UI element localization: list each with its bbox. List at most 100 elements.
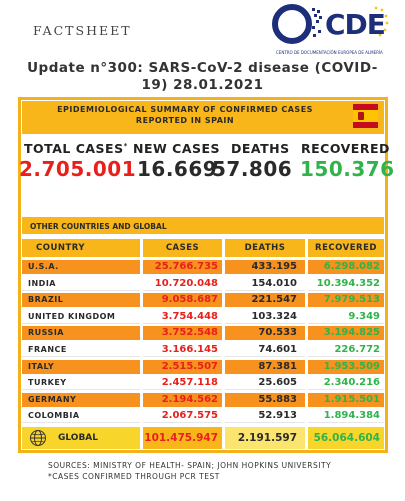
deaths-cell: 154.010 [251, 277, 297, 289]
row-background [225, 343, 305, 357]
country-cell: COLOMBIA [28, 411, 80, 421]
header-deaths: DEATHS [225, 239, 305, 257]
row-background [22, 376, 140, 391]
row-background [22, 359, 140, 374]
row-background [308, 409, 384, 424]
global-cases-cell [143, 427, 222, 449]
total-cases-label: TOTAL CASES* [24, 141, 128, 156]
table-row: UNITED KINGDOM 3.754.448 103.324 9.349 [22, 309, 384, 326]
row-background [22, 409, 140, 424]
row-background [22, 260, 140, 274]
header-cases: CASES [143, 239, 222, 257]
row-background [143, 326, 222, 341]
row-background [143, 359, 222, 374]
country-cell: GERMANY [28, 394, 77, 404]
total-cases-footnote-mark: * [123, 141, 128, 150]
row-background [143, 376, 222, 391]
row-background [22, 276, 140, 291]
factsheet-label: FACTSHEET [33, 23, 132, 38]
row-background [143, 276, 222, 291]
globe-icon [30, 430, 46, 446]
sources-text: SOURCES: MINISTRY OF HEALTH- SPAIN; JOHN… [48, 461, 332, 470]
row-background [225, 276, 305, 291]
spain-summary-title: EPIDEMIOLOGICAL SUMMARY OF CONFIRMED CAS… [57, 105, 313, 125]
recovered-cell: 3.194.825 [323, 327, 380, 339]
deaths-cell: 25.605 [258, 377, 297, 389]
row-background [143, 309, 222, 324]
header-recovered: RECOVERED [308, 239, 384, 257]
recovered-cell: 2.340.216 [323, 377, 380, 389]
row-background [225, 326, 305, 341]
row-background [308, 260, 384, 274]
header-country: COUNTRY [22, 239, 140, 257]
recovered-cell: 9.349 [348, 310, 380, 322]
country-cell: INDIA [28, 278, 56, 288]
row-background [308, 309, 384, 324]
pcr-note: *CASES CONFIRMED THROUGH PCR TEST [48, 472, 220, 481]
cases-cell: 3.754.448 [161, 310, 218, 322]
table-row: GERMANY 2.194.562 55.883 1.915.501 [22, 392, 384, 409]
country-cell: ITALY [28, 361, 55, 371]
recovered-cell: 1.915.501 [323, 393, 380, 405]
table-row: RUSSIA 3.752.548 70.533 3.194.825 [22, 326, 384, 342]
deaths-cell: 87.381 [258, 360, 297, 372]
cases-cell: 2.067.575 [161, 410, 218, 422]
table-row: TURKEY 2.457.118 25.605 2.340.216 [22, 376, 384, 392]
spain-summary-banner [22, 101, 384, 134]
table-row: FRANCE 3.166.145 74.601 226.772 [22, 343, 384, 359]
row-background [308, 359, 384, 374]
row-background [22, 343, 140, 357]
table-header: COUNTRY CASES DEATHS RECOVERED [22, 239, 384, 257]
row-background [308, 392, 384, 407]
table-row: U.S.A. 25.766.735 433.195 6.298.082 [22, 260, 384, 276]
sources-footer: SOURCES: MINISTRY OF HEALTH- SPAIN; JOHN… [48, 460, 331, 482]
cases-cell: 3.166.145 [161, 344, 218, 355]
deaths-cell: 55.883 [258, 393, 297, 405]
new-cases-value: 16.669 [137, 157, 218, 181]
global-label: GLOBAL [58, 433, 99, 443]
row-background [308, 343, 384, 357]
deaths-cell: 74.601 [258, 344, 297, 355]
row-background [225, 376, 305, 391]
other-countries-banner [22, 217, 384, 234]
cde-logo-icon [272, 4, 389, 44]
row-background [225, 359, 305, 374]
global-deaths-cell [225, 427, 305, 449]
row-background [143, 392, 222, 407]
row-background [308, 326, 384, 341]
deaths-value: 57.806 [212, 157, 293, 181]
recovered-cell: 1.894.384 [323, 410, 380, 422]
logo-text: CDE [325, 8, 386, 41]
row-background [22, 309, 140, 324]
cases-cell: 3.752.548 [161, 327, 218, 339]
global-recovered: 56.064.604 [313, 432, 380, 444]
global-country-cell [22, 427, 140, 449]
row-background [143, 343, 222, 357]
table-row: COLOMBIA 2.067.575 52.913 1.894.384 [22, 409, 384, 425]
cases-cell: 2.457.118 [161, 377, 218, 389]
row-background [225, 392, 305, 407]
deaths-cell: 433.195 [251, 261, 297, 272]
row-background [308, 293, 384, 308]
table-row: BRAZIL 9.058.687 221.547 7.979.513 [22, 293, 384, 309]
row-background [225, 293, 305, 308]
row-background [143, 293, 222, 308]
recovered-cell: 6.298.082 [323, 261, 380, 272]
country-cell: RUSSIA [28, 328, 64, 338]
logo-subtitle: CENTRO DE DOCUMENTACIÓN EUROPEA DE ALMER… [276, 50, 383, 55]
recovered-value: 150.376 [300, 157, 395, 181]
row-background [225, 309, 305, 324]
country-cell: FRANCE [28, 345, 67, 354]
cases-cell: 10.720.048 [154, 277, 218, 289]
row-background [143, 260, 222, 274]
recovered-cell: 1.953.509 [323, 360, 380, 372]
table-row: INDIA 10.720.048 154.010 10.394.352 [22, 276, 384, 293]
cases-cell: 25.766.735 [154, 261, 218, 272]
page-title: Update n°300: SARS-CoV-2 disease (COVID-… [27, 60, 378, 93]
global-recovered-cell [308, 427, 384, 449]
country-cell: U.S.A. [28, 262, 59, 271]
recovered-cell: 7.979.513 [323, 294, 380, 306]
recovered-cell: 226.772 [334, 344, 380, 355]
row-background [143, 409, 222, 424]
cases-cell: 2.194.562 [161, 393, 218, 405]
